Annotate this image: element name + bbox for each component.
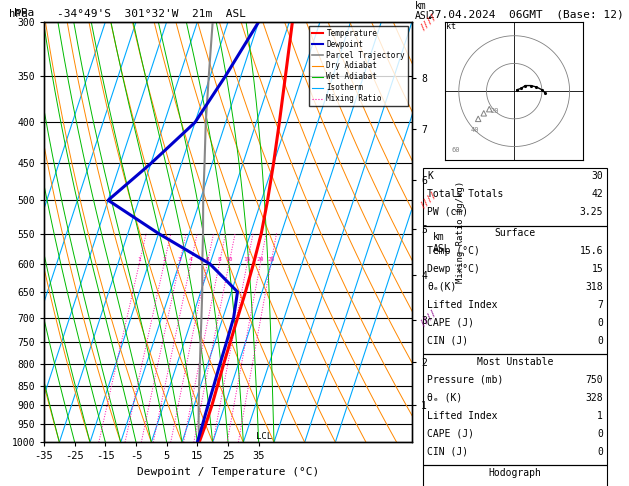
Text: 2: 2: [162, 257, 166, 262]
Text: ////: ////: [418, 308, 439, 328]
Y-axis label: hPa: hPa: [14, 8, 34, 17]
Text: 15.6: 15.6: [580, 246, 603, 256]
Text: 6: 6: [205, 257, 209, 262]
Text: 7: 7: [598, 300, 603, 310]
Text: Lifted Index: Lifted Index: [427, 411, 498, 421]
Text: K: K: [427, 171, 433, 181]
Text: Temp (°C): Temp (°C): [427, 246, 480, 256]
Text: 15: 15: [591, 264, 603, 274]
Text: CIN (J): CIN (J): [427, 336, 468, 346]
Text: Surface: Surface: [494, 228, 536, 238]
Text: 0: 0: [598, 447, 603, 457]
Text: 30: 30: [591, 171, 603, 181]
Text: -34°49'S  301°32'W  21m  ASL: -34°49'S 301°32'W 21m ASL: [57, 9, 245, 19]
Text: 750: 750: [586, 375, 603, 385]
Text: 0: 0: [598, 318, 603, 328]
Text: LCL: LCL: [257, 433, 272, 441]
Y-axis label: km
ASL: km ASL: [433, 232, 450, 254]
Text: 0: 0: [598, 336, 603, 346]
Text: Totals Totals: Totals Totals: [427, 189, 503, 199]
Text: Lifted Index: Lifted Index: [427, 300, 498, 310]
Text: Dewp (°C): Dewp (°C): [427, 264, 480, 274]
Text: ////: ////: [418, 190, 439, 210]
Text: PW (cm): PW (cm): [427, 207, 468, 217]
Text: 42: 42: [591, 189, 603, 199]
Text: km
ASL: km ASL: [415, 1, 433, 21]
Text: 40: 40: [470, 127, 479, 133]
Text: hPa: hPa: [9, 9, 28, 19]
Text: θₑ(K): θₑ(K): [427, 282, 457, 292]
Text: 1: 1: [598, 411, 603, 421]
Text: 1: 1: [137, 257, 141, 262]
Text: Hodograph: Hodograph: [489, 468, 542, 478]
Text: 15: 15: [243, 257, 251, 262]
Y-axis label: Mixing Ratio (g/kg): Mixing Ratio (g/kg): [457, 181, 465, 283]
Text: 20: 20: [491, 108, 499, 114]
Text: 4: 4: [189, 257, 192, 262]
Text: CAPE (J): CAPE (J): [427, 318, 474, 328]
Text: ////: ////: [418, 12, 439, 32]
Text: 3: 3: [177, 257, 181, 262]
Legend: Temperature, Dewpoint, Parcel Trajectory, Dry Adiabat, Wet Adiabat, Isotherm, Mi: Temperature, Dewpoint, Parcel Trajectory…: [309, 26, 408, 106]
Text: 10: 10: [225, 257, 233, 262]
X-axis label: Dewpoint / Temperature (°C): Dewpoint / Temperature (°C): [137, 467, 319, 477]
Text: CAPE (J): CAPE (J): [427, 429, 474, 439]
Text: CIN (J): CIN (J): [427, 447, 468, 457]
Text: 318: 318: [586, 282, 603, 292]
Text: θₑ (K): θₑ (K): [427, 393, 462, 403]
Text: 0: 0: [598, 429, 603, 439]
Text: 328: 328: [586, 393, 603, 403]
Text: kt: kt: [447, 22, 456, 31]
Text: Most Unstable: Most Unstable: [477, 357, 554, 367]
Text: 20: 20: [257, 257, 264, 262]
Text: 27.04.2024  06GMT  (Base: 12): 27.04.2024 06GMT (Base: 12): [428, 9, 623, 19]
Text: 60: 60: [451, 147, 460, 153]
Text: 8: 8: [218, 257, 221, 262]
Text: Pressure (mb): Pressure (mb): [427, 375, 503, 385]
Text: 3.25: 3.25: [580, 207, 603, 217]
Text: 25: 25: [267, 257, 275, 262]
